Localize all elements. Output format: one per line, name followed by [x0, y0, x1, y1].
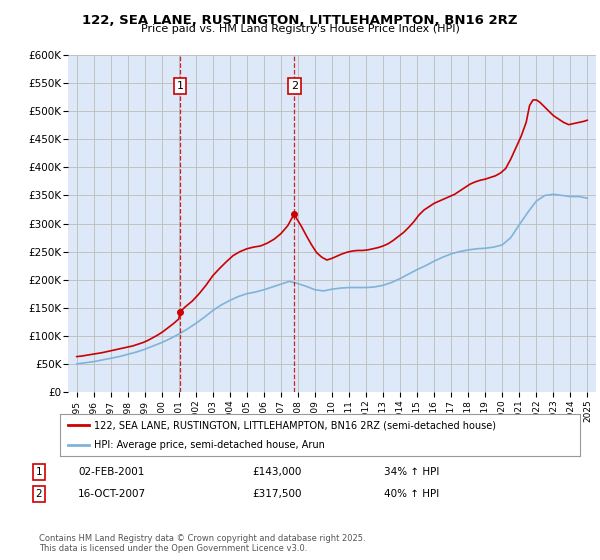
- Text: 2: 2: [35, 489, 43, 499]
- Text: Contains HM Land Registry data © Crown copyright and database right 2025.
This d: Contains HM Land Registry data © Crown c…: [39, 534, 365, 553]
- Text: HPI: Average price, semi-detached house, Arun: HPI: Average price, semi-detached house,…: [94, 440, 325, 450]
- Text: 1: 1: [35, 467, 43, 477]
- Text: 02-FEB-2001: 02-FEB-2001: [78, 467, 145, 477]
- Text: 2: 2: [291, 81, 298, 91]
- Text: 122, SEA LANE, RUSTINGTON, LITTLEHAMPTON, BN16 2RZ: 122, SEA LANE, RUSTINGTON, LITTLEHAMPTON…: [82, 14, 518, 27]
- Text: 40% ↑ HPI: 40% ↑ HPI: [384, 489, 439, 499]
- Text: £317,500: £317,500: [252, 489, 302, 499]
- Text: 34% ↑ HPI: 34% ↑ HPI: [384, 467, 439, 477]
- Text: 122, SEA LANE, RUSTINGTON, LITTLEHAMPTON, BN16 2RZ (semi-detached house): 122, SEA LANE, RUSTINGTON, LITTLEHAMPTON…: [94, 421, 496, 430]
- Text: £143,000: £143,000: [252, 467, 301, 477]
- Text: 1: 1: [176, 81, 184, 91]
- Text: 16-OCT-2007: 16-OCT-2007: [78, 489, 146, 499]
- Text: Price paid vs. HM Land Registry's House Price Index (HPI): Price paid vs. HM Land Registry's House …: [140, 24, 460, 34]
